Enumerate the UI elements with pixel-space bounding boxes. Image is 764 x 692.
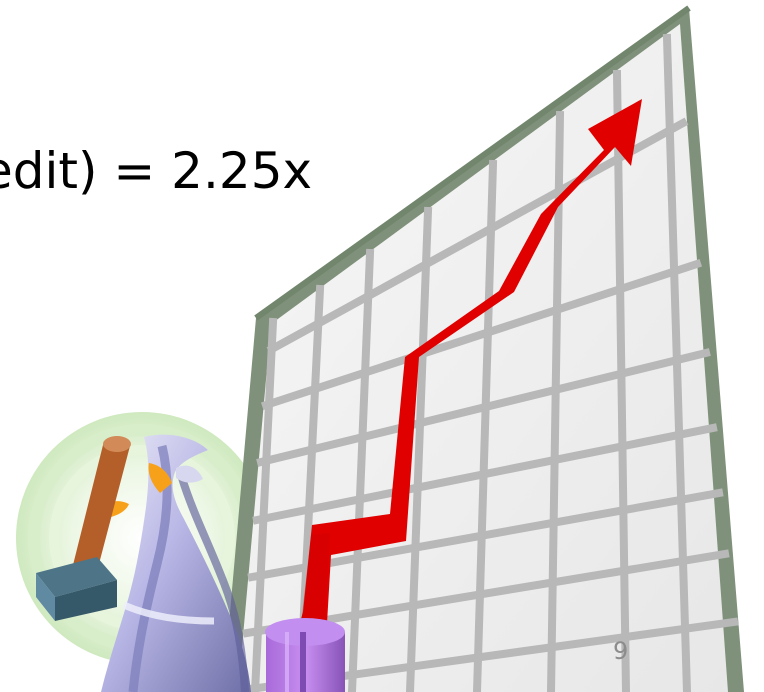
- pillar-icon: [265, 618, 345, 692]
- mallet-icon: [36, 436, 131, 621]
- formula-text: edit) = 2.25x: [0, 142, 313, 200]
- growth-chart-icon: [223, 5, 744, 692]
- page-number: 9: [613, 637, 629, 665]
- wizard-figure-icon: [98, 434, 251, 692]
